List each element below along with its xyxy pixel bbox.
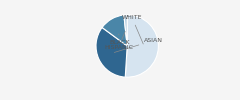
Wedge shape xyxy=(96,28,127,77)
Text: WHITE: WHITE xyxy=(122,15,143,44)
Text: ASIAN: ASIAN xyxy=(114,38,163,52)
Wedge shape xyxy=(124,15,127,46)
Wedge shape xyxy=(125,15,158,77)
Wedge shape xyxy=(102,15,127,46)
Text: HISPANIC: HISPANIC xyxy=(104,31,133,50)
Text: BLACK: BLACK xyxy=(109,34,130,45)
